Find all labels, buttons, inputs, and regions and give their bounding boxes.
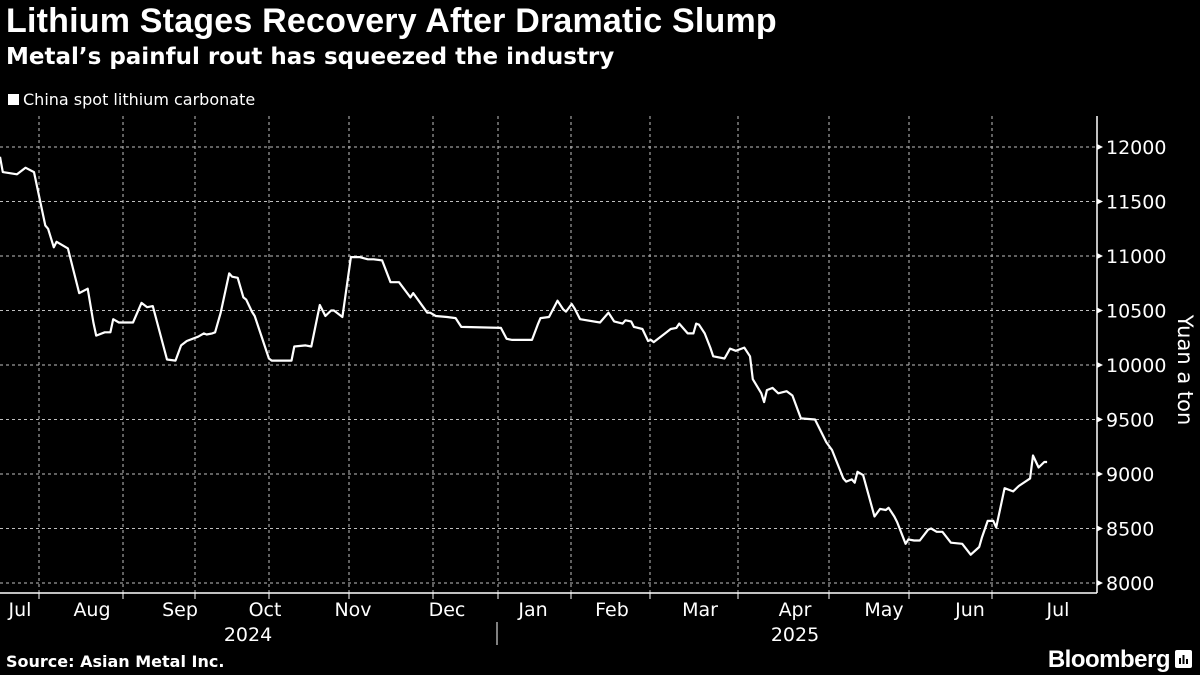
x-tick-label: Mar (682, 599, 718, 621)
y-axis-label: Yuan a ton (1173, 314, 1197, 426)
legend: China spot lithium carbonate (8, 90, 255, 109)
y-tick-label: 11000 (1106, 246, 1166, 268)
x-tick-label: Oct (249, 599, 282, 621)
x-tick-label: Apr (779, 599, 812, 621)
x-tick-label: Aug (73, 599, 110, 621)
legend-swatch (8, 94, 19, 105)
x-tick-label: Jul (1046, 599, 1070, 621)
y-tick-label: 9000 (1106, 464, 1154, 486)
x-tick-label: Feb (595, 599, 629, 621)
grid (0, 116, 1097, 593)
x-tick-label: Jan (517, 599, 547, 621)
y-tick-mark (1097, 144, 1103, 150)
axes: 12000 11500 11000 10500 10000 9500 9000 8500 800… (0, 116, 1166, 646)
y-tick-label: 9500 (1106, 410, 1154, 432)
x-tick-label: Dec (429, 599, 466, 621)
y-tick-mark (1097, 362, 1103, 368)
x-year-label: 2024 (224, 624, 272, 646)
y-tick-label: 8500 (1106, 519, 1154, 541)
y-tick-mark (1097, 580, 1103, 586)
bloomberg-logo: Bloomberg (1047, 646, 1171, 673)
x-year-label: 2025 (771, 624, 819, 646)
legend-label: China spot lithium carbonate (23, 90, 256, 109)
chart-title: Lithium Stages Recovery After Dramatic S… (6, 2, 777, 40)
y-tick-mark (1097, 253, 1103, 259)
y-tick-mark (1097, 471, 1103, 477)
x-tick-label: Nov (334, 599, 371, 621)
y-tick-label: 10500 (1106, 301, 1166, 323)
x-tick-label: Jun (954, 599, 985, 621)
y-tick-mark (1097, 198, 1103, 205)
y-tick-mark (1097, 525, 1103, 532)
y-tick-label: 11500 (1106, 192, 1166, 214)
x-tick-label: Sep (162, 599, 198, 621)
x-tick-label: May (864, 599, 903, 621)
series-line (0, 156, 1048, 556)
chart-bubble-icon (1175, 650, 1192, 668)
chart-subtitle: Metal’s painful rout has squeezed the in… (6, 44, 615, 70)
y-tick-label: 12000 (1106, 137, 1166, 159)
y-tick-mark (1097, 416, 1103, 423)
y-tick-label: 10000 (1106, 355, 1166, 377)
chart-bubble-glyph (1179, 655, 1188, 664)
source-note: Source: Asian Metal Inc. (6, 652, 225, 671)
series-layer (0, 156, 1048, 556)
y-tick-mark (1097, 307, 1103, 314)
x-tick-label: Jul (8, 599, 32, 621)
y-tick-label: 8000 (1106, 573, 1154, 595)
